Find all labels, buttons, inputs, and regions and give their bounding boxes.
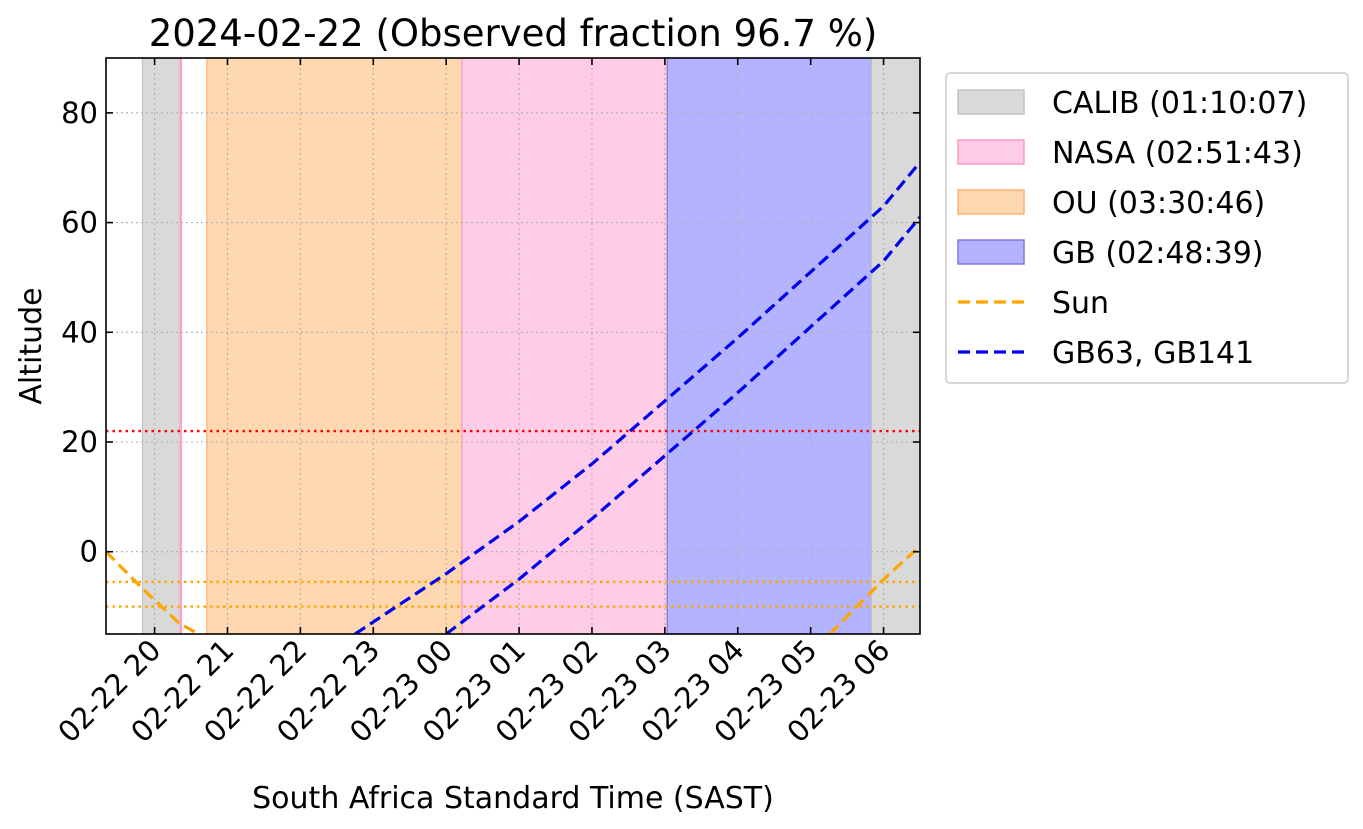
observation-spans — [141, 57, 921, 635]
span-gb-4 — [666, 57, 873, 635]
altitude-limit-lines — [106, 429, 920, 608]
legend-swatch-2 — [957, 189, 1025, 215]
chart-title: 2024-02-22 (Observed fraction 96.7 %) — [149, 12, 878, 55]
legend-label-5: GB63, GB141 — [1052, 336, 1254, 371]
span-nasa-1 — [179, 57, 182, 635]
series-0-line-0 — [106, 550, 200, 634]
span-calib-0 — [141, 57, 181, 635]
y-tick-label-4: 80 — [61, 96, 98, 130]
x-axis-label: South Africa Standard Time (SAST) — [252, 781, 774, 816]
series-1-line-1 — [445, 216, 920, 634]
grid-lines — [106, 58, 920, 634]
legend-swatch-0 — [957, 89, 1025, 115]
legend-label-2: OU (03:30:46) — [1052, 186, 1265, 221]
span-ou-2 — [206, 57, 463, 635]
y-axis-ticks: 0 20 40 60 80 — [61, 96, 920, 569]
altitude-curves — [106, 161, 920, 634]
legend: CALIB (01:10:07) NASA (02:51:43) OU (03:30… — [945, 72, 1349, 384]
span-nasa-3 — [461, 57, 668, 635]
legend-swatch-3 — [957, 239, 1025, 265]
legend-label-4: Sun — [1052, 286, 1109, 321]
legend-label-0: CALIB (01:10:07) — [1052, 86, 1307, 121]
y-axis-label: Altitude — [14, 287, 49, 404]
legend-label-3: GB (02:48:39) — [1052, 236, 1264, 271]
series-1-line-0 — [354, 161, 920, 634]
legend-frame — [945, 72, 1349, 384]
legend-swatch-1 — [957, 139, 1025, 165]
span-calib-5 — [870, 57, 921, 635]
y-tick-label-0: 0 — [80, 535, 98, 569]
plot-frame — [105, 57, 921, 635]
y-tick-label-1: 20 — [61, 425, 98, 459]
legend-label-1: NASA (02:51:43) — [1052, 136, 1303, 171]
y-tick-label-2: 40 — [61, 315, 98, 349]
series-0-line-1 — [828, 545, 920, 634]
y-tick-label-3: 60 — [61, 206, 98, 240]
